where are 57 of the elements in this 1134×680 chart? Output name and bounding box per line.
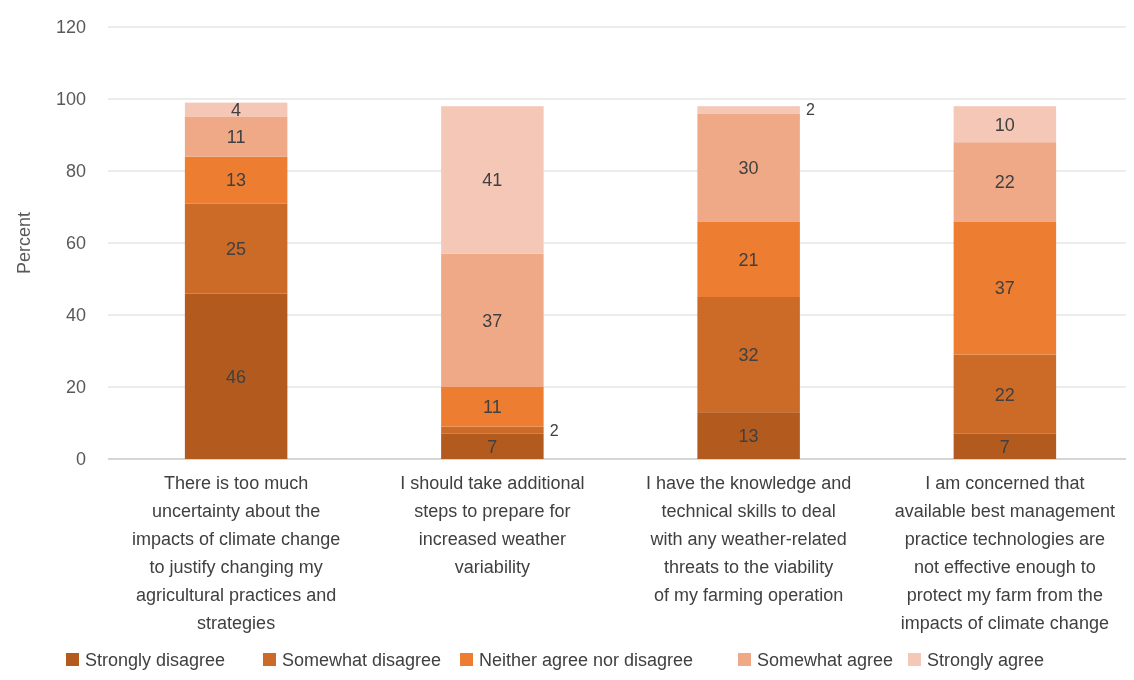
y-tick-label: 0 — [75, 449, 86, 470]
data-label: 13 — [738, 425, 759, 446]
data-label: 22 — [994, 384, 1015, 405]
y-tick-label: 60 — [65, 233, 86, 254]
bar — [697, 106, 800, 114]
bar — [441, 106, 544, 254]
data-label: 10 — [994, 114, 1015, 135]
x-tick-label: I am concerned that available best management practice technologies are not effective enough to protect my farm from the impacts of climate change — [894, 473, 1115, 633]
bar — [953, 106, 1057, 143]
bar — [953, 433, 1057, 459]
legend-label: Strongly disagree — [85, 650, 226, 671]
bar — [441, 387, 544, 427]
data-label: 2 — [549, 421, 559, 439]
y-tick-label: 20 — [65, 377, 86, 398]
data-label: 7 — [999, 436, 1010, 457]
legend-label: Somewhat agree — [757, 650, 894, 671]
x-tick-label: I have the knowledge and technical skills to deal with any weather-related threats to the viability of my farming operation — [646, 473, 852, 605]
data-label: 22 — [994, 172, 1015, 193]
bar — [697, 412, 800, 459]
data-label: 21 — [738, 249, 759, 270]
data-label: 4 — [231, 100, 242, 121]
data-label: 2 — [805, 101, 815, 119]
y-axis-title: Percent — [14, 211, 34, 275]
bar — [953, 221, 1057, 355]
bar — [697, 221, 800, 297]
data-label: 37 — [482, 310, 503, 331]
legend-label: Neither agree nor disagree — [479, 650, 694, 671]
bar — [953, 142, 1057, 222]
bar — [697, 113, 800, 222]
x-tick-label: There is too much uncertainty about the impacts of climate change to justify changing my agricultural practices and strategies — [132, 473, 341, 633]
data-label: 41 — [482, 170, 503, 191]
bar — [953, 354, 1057, 434]
data-label: 30 — [738, 157, 759, 178]
bar — [441, 426, 544, 434]
y-tick-label: 80 — [65, 161, 86, 182]
y-tick-label: 120 — [55, 17, 86, 38]
bar — [184, 293, 288, 459]
x-tick-label: I should take additional steps to prepare for increased weather variability — [400, 473, 585, 577]
bar — [441, 253, 544, 387]
data-label: 32 — [738, 344, 759, 365]
legend-label: Strongly agree — [927, 650, 1045, 671]
legend-label: Somewhat disagree — [282, 650, 442, 671]
data-label: 37 — [994, 278, 1015, 299]
bar — [184, 203, 288, 294]
bar — [184, 156, 288, 204]
bar — [184, 117, 288, 157]
data-label: 7 — [487, 436, 498, 457]
data-label: 46 — [226, 366, 247, 387]
data-label: 13 — [226, 170, 247, 191]
y-tick-label: 40 — [65, 305, 86, 326]
bar — [184, 102, 288, 117]
data-label: 11 — [226, 127, 246, 148]
data-label: 11 — [483, 397, 502, 418]
bar — [441, 433, 544, 459]
data-label: 25 — [226, 238, 247, 259]
bar — [697, 297, 800, 413]
y-tick-label: 100 — [55, 89, 86, 110]
